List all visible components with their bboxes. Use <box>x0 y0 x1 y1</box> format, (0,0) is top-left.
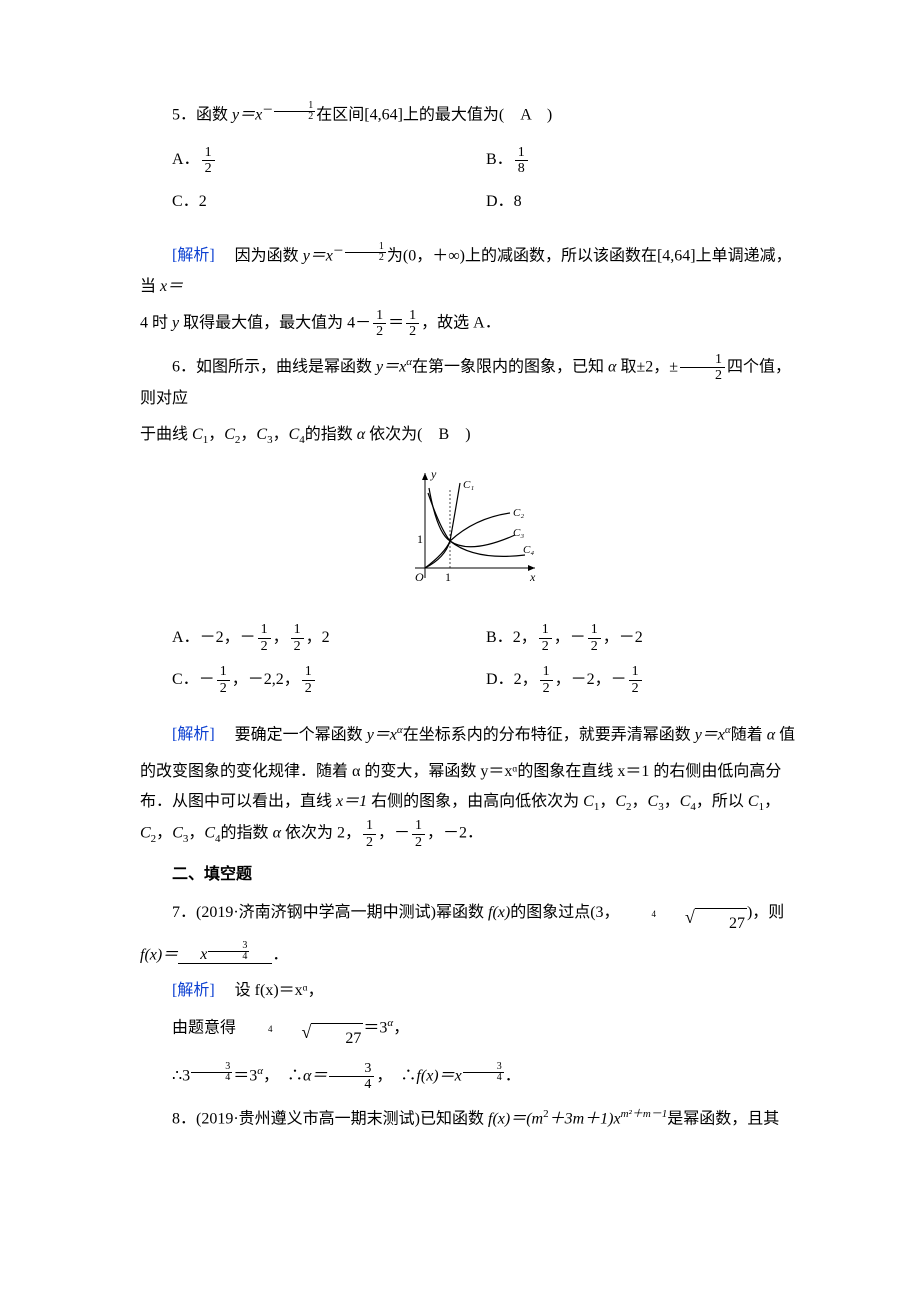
q6-analysis-l3: 布．从图中可以看出，直线 x＝1 右侧的图象，由高向低依次为 C1，C2，C3，… <box>140 787 800 818</box>
q5-stem: 5．函数 y＝x－12在区间[4,64]上的最大值为( A ) <box>140 100 800 131</box>
q7-stem: 7．(2019·济南济钢中学高一期中测试)幂函数 f(x)的图象过点(3，4√2… <box>140 898 800 970</box>
q6-analysis-l1: [解析] 要确定一个幂函数 y＝xα在坐标系内的分布特征，就要弄清幂函数 y＝x… <box>140 720 800 751</box>
opt-label: B． <box>486 145 513 175</box>
frac: 12 <box>406 308 419 340</box>
opt-val: 2 <box>199 187 207 217</box>
q5-analysis-line1: [解析] 因为函数 y＝x－12为(0，＋∞)上的减函数，所以该函数在[4,64… <box>140 241 800 302</box>
q5-exp-frac: 12 <box>274 101 315 122</box>
q6-stem-line1: 6．如图所示，曲线是幂函数 y＝xα在第一象限内的图象，已知 α 取±2，±12… <box>140 352 800 414</box>
svg-text:C₄: C₄ <box>523 544 534 556</box>
opt-label: D． <box>486 187 514 217</box>
svg-text:C₃: C₃ <box>513 527 524 539</box>
q6-opt-a: A．－2，－12，12，2 <box>172 622 486 654</box>
q6-analysis-l2: 的改变图象的变化规律．随着 α 的变大，幂函数 y＝xᵅ的图象在直线 x＝1 的… <box>140 757 800 787</box>
root-icon: 4√27 <box>620 908 747 939</box>
q5-options: A． 12 B． 18 C． 2 D． 8 <box>172 145 800 227</box>
txt: 因为函数 <box>219 247 303 264</box>
q6-opt-b: B．2，12，－12，－2 <box>486 622 800 654</box>
txt: 4 时 <box>140 315 172 332</box>
q5-opt-a: A． 12 <box>172 145 486 177</box>
section-2-title: 二、填空题 <box>140 860 800 890</box>
svg-text:C₁: C₁ <box>463 479 474 491</box>
q7-analysis-l1: [解析] 设 f(x)＝xᵅ， <box>140 976 800 1006</box>
svg-text:C₂: C₂ <box>513 507 524 519</box>
svg-text:y: y <box>430 467 437 481</box>
txt: x＝ <box>160 278 183 295</box>
q5-stem-mid: 在区间[4,64]上的最大值为( <box>316 106 520 123</box>
q5-analysis-line2: 4 时 y 取得最大值，最大值为 4－12＝12，故选 A． <box>140 308 800 340</box>
analysis-label: [解析] <box>172 247 215 264</box>
q6-opt-c: C．－12，－2,2，12 <box>172 664 486 696</box>
txt: y＝x <box>303 247 333 264</box>
opt-label: C． <box>172 187 199 217</box>
q7-analysis-l3: ∴334＝3α， ∴α＝34， ∴f(x)＝x34． <box>140 1061 800 1093</box>
q5-stem-prefix: 5．函数 <box>172 106 232 123</box>
analysis-label: [解析] <box>172 726 215 743</box>
q5-opt-c: C． 2 <box>172 187 486 217</box>
opt-val: 8 <box>514 187 522 217</box>
frac: 12 <box>202 145 215 177</box>
txt: ，故选 A． <box>421 315 501 332</box>
frac: 18 <box>515 145 528 177</box>
frac: 12 <box>373 308 386 340</box>
q5-neg: － <box>262 104 273 116</box>
q6-analysis-l4: C2，C3，C4的指数 α 依次为 2，12，－12，－2． <box>140 818 800 850</box>
analysis-label: [解析] <box>172 982 215 999</box>
txt: ＝ <box>388 315 404 332</box>
q5-opt-b: B． 18 <box>486 145 800 177</box>
q6-options: A．－2，－12，12，2 B．2，12，－12，－2 C．－12，－2,2，1… <box>172 622 800 706</box>
txt: 取得最大值，最大值为 4－ <box>179 315 371 332</box>
svg-text:x: x <box>529 570 536 584</box>
q5-opt-d: D． 8 <box>486 187 800 217</box>
q8-stem: 8．(2019·贵州遵义市高一期末测试)已知函数 f(x)＝(m2＋3m＋1)x… <box>140 1104 800 1135</box>
q6-figure: y x O 1 1 C₁ C₂ C₃ C₄ <box>140 463 800 604</box>
q6-stem-line2: 于曲线 C1，C2，C3，C4的指数 α 依次为( B ) <box>140 420 800 451</box>
svg-text:O: O <box>415 570 424 584</box>
q5-func: y＝x <box>232 106 262 123</box>
opt-label: A． <box>172 145 200 175</box>
q6-opt-d: D．2，12，－2，－12 <box>486 664 800 696</box>
svg-text:1: 1 <box>417 532 423 546</box>
q6-graph-svg: y x O 1 1 C₁ C₂ C₃ C₄ <box>395 463 545 593</box>
q5-paren-close: ) <box>531 106 552 123</box>
q7-blank: x34 <box>178 946 272 964</box>
svg-text:1: 1 <box>445 570 451 584</box>
q7-analysis-l2: 由题意得4√27＝3α， <box>140 1013 800 1055</box>
q5-answer: A <box>520 106 531 123</box>
